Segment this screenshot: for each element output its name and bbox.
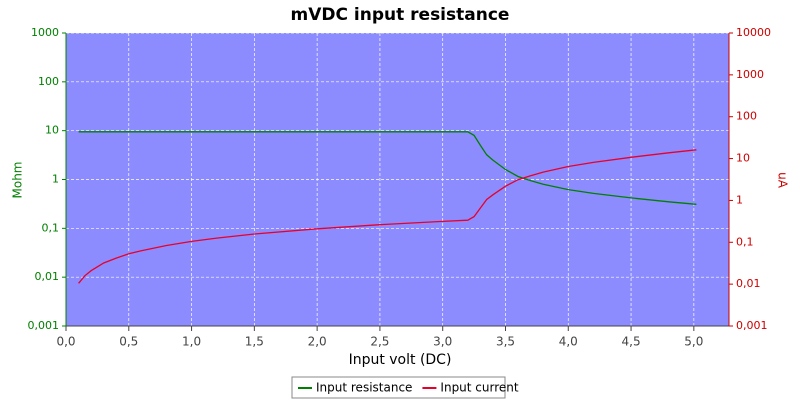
legend-label: Input current (440, 381, 518, 395)
x-axis-label: Input volt (DC) (349, 352, 452, 368)
y2-tick-label: 0,1 (736, 235, 754, 248)
y2-tick-label: 10000 (736, 26, 771, 39)
x-tick-label: 3,5 (496, 335, 515, 349)
y-tick-label: 1 (52, 173, 59, 186)
y-tick-label: 0,001 (28, 319, 60, 332)
y2-axis-label: uA (776, 172, 790, 189)
series-line (78, 149, 697, 284)
x-tick-label: 3,0 (433, 335, 452, 349)
y-axis-label: Mohm (11, 162, 25, 199)
x-tick-label: 4,0 (559, 335, 578, 349)
chart-title: mVDC input resistance (291, 5, 510, 25)
x-tick-label: 0,0 (56, 335, 75, 349)
y2-tick-label: 10 (736, 152, 750, 165)
y-tick-label: 0,1 (42, 221, 60, 234)
legend-label: Input resistance (316, 381, 412, 395)
y2-tick-label: 1 (736, 193, 743, 206)
legend-box (291, 376, 506, 399)
y2-tick-label: 100 (736, 110, 757, 123)
x-tick-label: 2,0 (308, 335, 327, 349)
x-tick-label: 2,5 (370, 335, 389, 349)
x-tick-label: 0,5 (119, 335, 138, 349)
x-tick-label: 1,0 (182, 335, 201, 349)
y-tick-label: 1000 (31, 26, 59, 39)
y2-tick-label: 0,01 (736, 277, 761, 290)
series-line (78, 131, 697, 205)
x-tick-label: 1,5 (245, 335, 264, 349)
y-tick-label: 100 (38, 75, 59, 88)
x-tick-label: 5,0 (684, 335, 703, 349)
y-tick-label: 10 (45, 124, 59, 137)
y2-tick-label: 0,001 (736, 319, 768, 332)
y2-tick-label: 1000 (736, 68, 764, 81)
x-tick-label: 4,5 (622, 335, 641, 349)
y-tick-label: 0,01 (35, 270, 60, 283)
